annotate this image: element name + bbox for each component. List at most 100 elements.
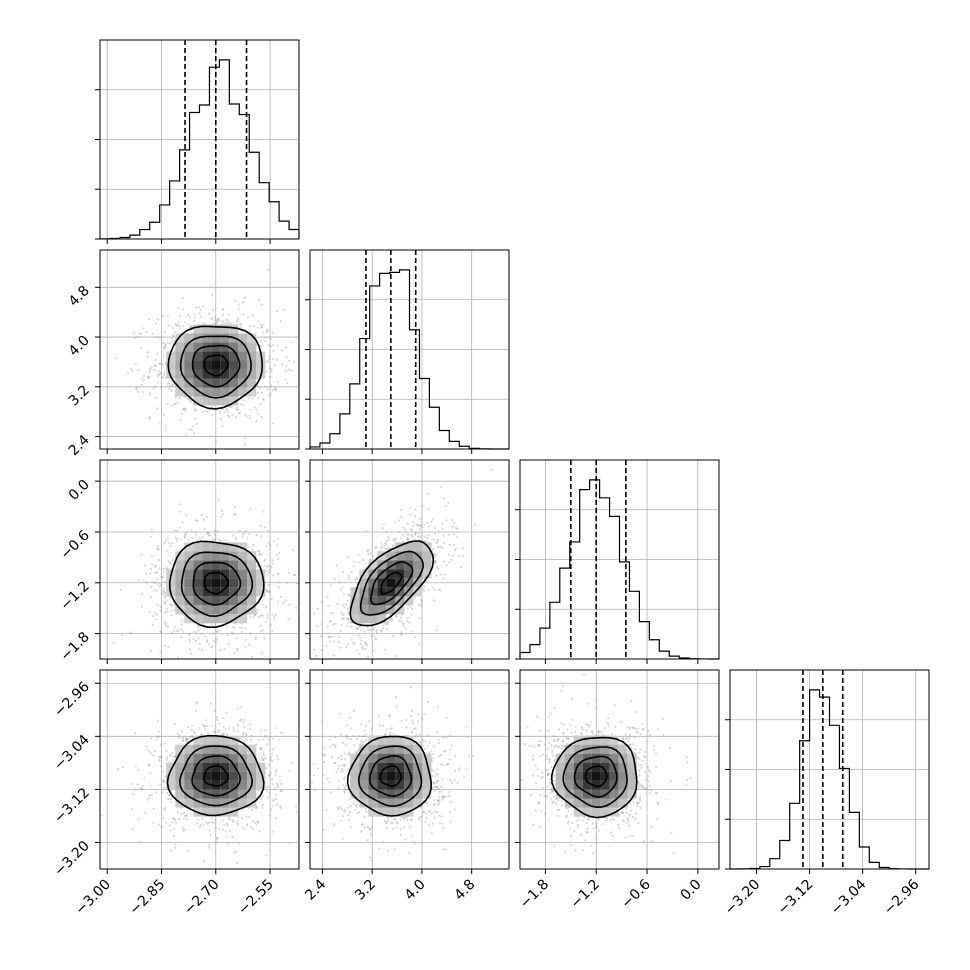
scatter-point	[420, 742, 423, 745]
scatter-point	[160, 583, 163, 586]
scatter-point	[210, 646, 213, 649]
scatter-point	[178, 314, 181, 317]
scatter-point	[246, 537, 249, 540]
scatter-point	[441, 798, 444, 802]
histogram-0	[99, 59, 300, 240]
scatter-point	[411, 722, 414, 725]
scatter-point	[233, 626, 236, 629]
scatter-point	[194, 531, 197, 534]
scatter-point	[137, 817, 140, 821]
scatter-point	[400, 620, 403, 623]
scatter-point	[214, 538, 217, 541]
scatter-point	[244, 627, 247, 630]
scatter-point	[347, 611, 350, 614]
scatter-point	[270, 384, 273, 387]
scatter-point	[184, 408, 187, 411]
scatter-point	[445, 519, 448, 522]
scatter-point	[343, 758, 346, 761]
scatter-point	[266, 564, 269, 567]
scatter-point	[339, 629, 342, 633]
scatter-point	[402, 625, 405, 628]
scatter-point	[289, 341, 292, 344]
scatter-point	[168, 382, 171, 385]
scatter-point	[157, 370, 160, 373]
scatter-point	[229, 322, 232, 325]
density-cell	[238, 569, 248, 579]
scatter-point	[193, 417, 197, 420]
scatter-point	[150, 752, 153, 755]
scatter-point	[409, 686, 412, 689]
scatter-point	[220, 515, 223, 518]
density-cell	[229, 560, 239, 570]
scatter-point	[345, 646, 348, 649]
scatter-point	[357, 553, 360, 557]
scatter-point	[341, 613, 344, 617]
scatter-point	[155, 335, 158, 338]
scatter-point	[162, 373, 166, 376]
scatter-point	[286, 582, 289, 585]
scatter-point	[183, 811, 186, 814]
scatter-point	[269, 772, 272, 775]
scatter-point	[383, 648, 386, 651]
scatter-point	[285, 370, 288, 373]
scatter-point	[146, 351, 149, 354]
scatter-point	[342, 593, 345, 596]
scatter-point	[271, 753, 274, 756]
scatter-point	[408, 506, 411, 510]
scatter-point	[175, 529, 178, 532]
scatter-point	[228, 405, 231, 409]
scatter-point	[256, 609, 259, 612]
scatter-point	[432, 538, 435, 541]
density-cell	[193, 378, 203, 388]
density-cell	[184, 342, 194, 352]
scatter-point	[169, 610, 172, 613]
scatter-point	[295, 811, 299, 814]
scatter-point	[452, 533, 456, 536]
scatter-point	[210, 817, 214, 820]
scatter-point	[293, 574, 297, 577]
scatter-point	[394, 521, 397, 524]
scatter-point	[272, 737, 275, 740]
scatter-point	[155, 577, 158, 581]
scatter-point	[170, 404, 173, 407]
scatter-point	[248, 727, 251, 731]
scatter-point	[244, 638, 247, 641]
scatter-point	[391, 619, 394, 623]
scatter-point	[266, 573, 269, 576]
scatter-point	[262, 795, 265, 798]
scatter-point	[248, 546, 251, 549]
scatter-point	[164, 807, 167, 810]
scatter-point	[316, 625, 319, 628]
density-cell	[184, 351, 194, 361]
scatter-point	[266, 613, 269, 616]
scatter-point	[214, 319, 217, 322]
scatter-point	[162, 354, 165, 357]
scatter-point	[387, 622, 390, 625]
scatter-point	[196, 625, 199, 628]
density-cell	[184, 569, 194, 579]
scatter-point	[435, 541, 438, 544]
scatter-point	[420, 598, 423, 601]
scatter-point	[295, 606, 298, 610]
scatter-point	[275, 553, 278, 557]
density-cell	[422, 551, 432, 561]
scatter-point	[197, 625, 200, 628]
scatter-point	[272, 349, 275, 352]
scatter-point	[277, 758, 280, 761]
scatter-point	[422, 585, 426, 588]
scatter-point	[379, 629, 382, 632]
density-cell	[175, 369, 185, 379]
scatter-point	[207, 643, 210, 646]
scatter-point	[210, 623, 213, 626]
density-cell	[211, 569, 221, 579]
scatter-point	[386, 535, 390, 538]
scatter-panel-0-1	[99, 249, 300, 450]
scatter-point	[272, 616, 276, 619]
scatter-point	[277, 557, 280, 560]
scatter-point	[209, 833, 212, 837]
scatter-point	[176, 537, 179, 540]
scatter-point	[152, 615, 155, 618]
scatter-point	[255, 420, 258, 423]
scatter-point	[266, 388, 269, 391]
scatter-point	[164, 775, 167, 778]
